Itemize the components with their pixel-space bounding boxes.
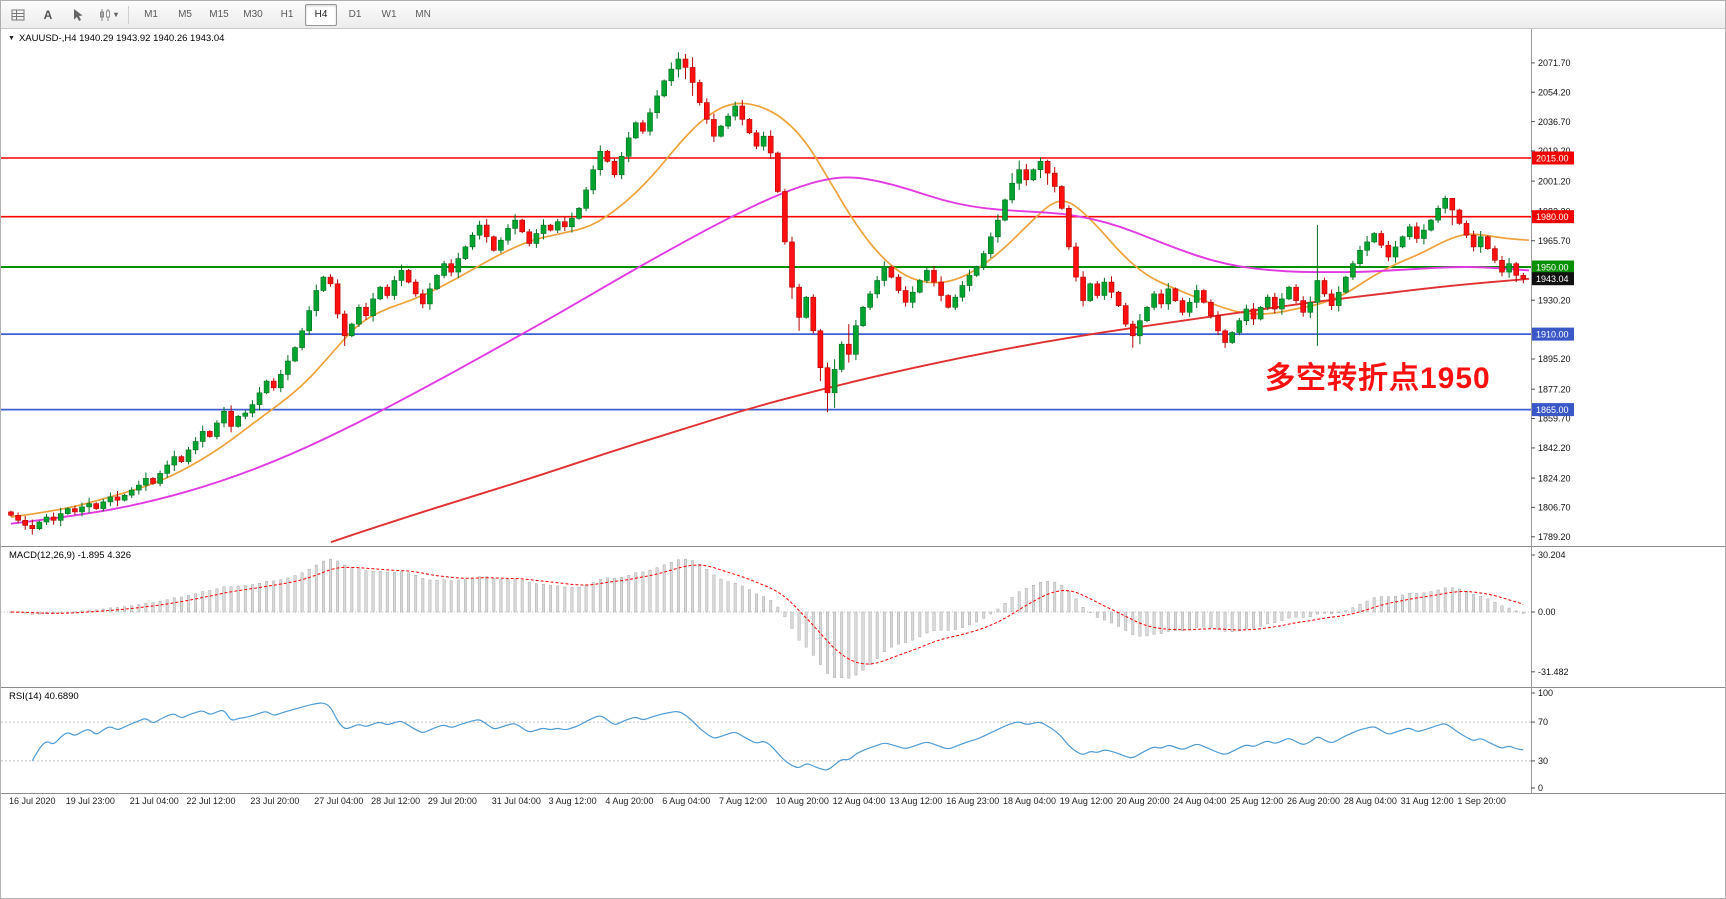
rsi-line xyxy=(31,702,1524,771)
svg-text:-31.482: -31.482 xyxy=(1538,667,1569,677)
timeframe-button-m5[interactable]: M5 xyxy=(178,9,192,20)
svg-text:2036.70: 2036.70 xyxy=(1538,117,1571,127)
price-badge xyxy=(1532,327,1574,341)
svg-text:1930.20: 1930.20 xyxy=(1538,295,1571,305)
chart-menu-icon[interactable]: ▼ xyxy=(8,35,15,42)
svg-text:2071.70: 2071.70 xyxy=(1538,58,1571,68)
timeframe-button-d1[interactable]: D1 xyxy=(348,9,362,20)
svg-text:0.00: 0.00 xyxy=(1538,607,1556,617)
svg-text:0: 0 xyxy=(1538,783,1543,793)
macd-histogram xyxy=(9,558,1525,679)
date-axis-label: 26 Aug 20:00 xyxy=(1287,796,1341,806)
date-axis-label: 18 Aug 04:00 xyxy=(1003,796,1057,806)
hlines-layer[interactable] xyxy=(1,157,1531,411)
date-axis-label: 16 Aug 23:00 xyxy=(946,796,1000,806)
toolbar-separator xyxy=(128,5,130,24)
price-axis[interactable]: 2071.702054.202036.702019.202001.201983.… xyxy=(1531,29,1574,546)
chevron-down-icon: ▾ xyxy=(114,10,119,19)
date-axis-label: 22 Jul 12:00 xyxy=(186,796,236,806)
candles-layer xyxy=(8,52,1527,535)
indicators-dropdown-button[interactable]: ▾ xyxy=(94,4,122,26)
rsi-indicator-label: RSI(14) 40.6890 xyxy=(9,691,79,702)
svg-text:2054.20: 2054.20 xyxy=(1538,87,1571,97)
chart-grid-icon[interactable] xyxy=(4,4,32,26)
svg-text:1865.00: 1865.00 xyxy=(1536,405,1569,415)
rsi-axis[interactable]: 100 70 30 0 xyxy=(1531,687,1553,794)
price-badge xyxy=(1532,272,1574,286)
date-axis-label: 10 Aug 20:00 xyxy=(775,796,829,806)
timeframe-button-mn[interactable]: MN xyxy=(415,9,431,20)
price-badge xyxy=(1532,403,1574,417)
symbol-ohlc-readout: XAUUSD-,H4 1940.29 1943.92 1940.26 1943.… xyxy=(18,33,225,44)
date-axis-label: 19 Jul 23:00 xyxy=(65,796,115,806)
date-axis-label: 12 Aug 04:00 xyxy=(832,796,886,806)
date-axis-label: 24 Aug 04:00 xyxy=(1173,796,1227,806)
svg-text:70: 70 xyxy=(1538,717,1548,727)
date-axis-label: 21 Jul 04:00 xyxy=(129,796,179,806)
price-chart-canvas[interactable]: 2071.702054.202036.702019.202001.201983.… xyxy=(1,29,1726,546)
price-badge xyxy=(1532,151,1574,165)
svg-text:100: 100 xyxy=(1538,688,1553,698)
ma-mid-magenta xyxy=(10,176,1530,525)
date-axis-label: 20 Aug 20:00 xyxy=(1116,796,1170,806)
timeframe-group: M1 M5 M15 M30 H1 H4 D1 W1 MN xyxy=(135,3,439,26)
date-axis-label: 27 Jul 04:00 xyxy=(314,796,364,806)
timeframe-button-w1[interactable]: W1 xyxy=(381,9,397,20)
svg-text:1910.00: 1910.00 xyxy=(1536,330,1569,340)
date-axis-label: 19 Aug 12:00 xyxy=(1059,796,1113,806)
svg-text:1980.00: 1980.00 xyxy=(1536,212,1569,222)
chart-annotation: 多空转折点1950 xyxy=(1265,362,1491,395)
date-axis-label: 16 Jul 2020 xyxy=(9,796,56,806)
text-tool-button[interactable]: A xyxy=(43,7,53,22)
top-toolbar: A ▾ M1 M5 M15 M30 H1 H4 D1 W1 MN xyxy=(1,1,1725,29)
svg-text:2015.00: 2015.00 xyxy=(1536,154,1569,164)
date-axis-label: 6 Aug 04:00 xyxy=(662,796,711,806)
date-axis-label: 23 Jul 20:00 xyxy=(250,796,300,806)
timeframe-button-m1[interactable]: M1 xyxy=(144,9,158,20)
svg-text:30: 30 xyxy=(1538,756,1548,766)
date-axis-label: 31 Jul 04:00 xyxy=(491,796,541,806)
date-axis-label: 3 Aug 12:00 xyxy=(548,796,597,806)
price-badge xyxy=(1532,260,1574,274)
macd-panel-canvas[interactable]: 30.204 0.00 -31.482 xyxy=(1,546,1726,687)
svg-text:1877.20: 1877.20 xyxy=(1538,384,1571,394)
candlestick-icon xyxy=(100,8,110,21)
moving-averages-layer xyxy=(10,102,1530,544)
price-badge xyxy=(1532,210,1574,224)
date-axis-label: 29 Jul 20:00 xyxy=(427,796,477,806)
svg-text:1859.70: 1859.70 xyxy=(1538,414,1571,424)
svg-text:2019.20: 2019.20 xyxy=(1538,146,1571,156)
timeframe-button-m15[interactable]: M15 xyxy=(209,9,229,20)
cursor-tool-icon[interactable] xyxy=(64,4,92,26)
macd-axis[interactable]: 30.204 0.00 -31.482 xyxy=(1531,546,1569,687)
svg-text:1943.04: 1943.04 xyxy=(1536,274,1569,284)
date-axis-label: 7 Aug 12:00 xyxy=(719,796,768,806)
svg-text:30.204: 30.204 xyxy=(1538,550,1566,560)
macd-indicator-label: MACD(12,26,9) -1.895 4.326 xyxy=(9,550,131,561)
date-axis-label: 28 Aug 04:00 xyxy=(1343,796,1397,806)
date-axis-label: 4 Aug 20:00 xyxy=(605,796,654,806)
date-axis-label: 31 Aug 12:00 xyxy=(1400,796,1454,806)
timeframe-button-m30[interactable]: M30 xyxy=(243,9,263,20)
rsi-panel-canvas[interactable]: 100 70 30 0 xyxy=(1,687,1726,794)
timeframe-button-h1[interactable]: H1 xyxy=(280,9,294,20)
svg-text:1950.00: 1950.00 xyxy=(1536,263,1569,273)
svg-text:1842.20: 1842.20 xyxy=(1538,443,1571,453)
svg-text:2001.20: 2001.20 xyxy=(1538,176,1571,186)
svg-text:1789.20: 1789.20 xyxy=(1538,532,1571,542)
date-axis-label: 28 Jul 12:00 xyxy=(371,796,421,806)
date-axis-label: 13 Aug 12:00 xyxy=(889,796,943,806)
chart-title: ▼ XAUUSD-,H4 1940.29 1943.92 1940.26 194… xyxy=(8,33,224,44)
svg-text:1965.70: 1965.70 xyxy=(1538,236,1571,246)
date-axis-label: 25 Aug 12:00 xyxy=(1230,796,1284,806)
date-axis-label: 1 Sep 20:00 xyxy=(1457,796,1506,806)
svg-text:1895.20: 1895.20 xyxy=(1538,354,1571,364)
svg-text:1824.20: 1824.20 xyxy=(1538,473,1571,483)
chart-area: 2071.702054.202036.702019.202001.201983.… xyxy=(1,29,1726,898)
timeframe-button-h4[interactable]: H4 xyxy=(305,3,338,26)
time-axis[interactable]: 16 Jul 2020 19 Jul 23:00 21 Jul 04:00 22 Ju… xyxy=(1,794,1725,812)
macd-signal-line xyxy=(10,564,1524,665)
svg-text:1806.70: 1806.70 xyxy=(1538,503,1571,513)
